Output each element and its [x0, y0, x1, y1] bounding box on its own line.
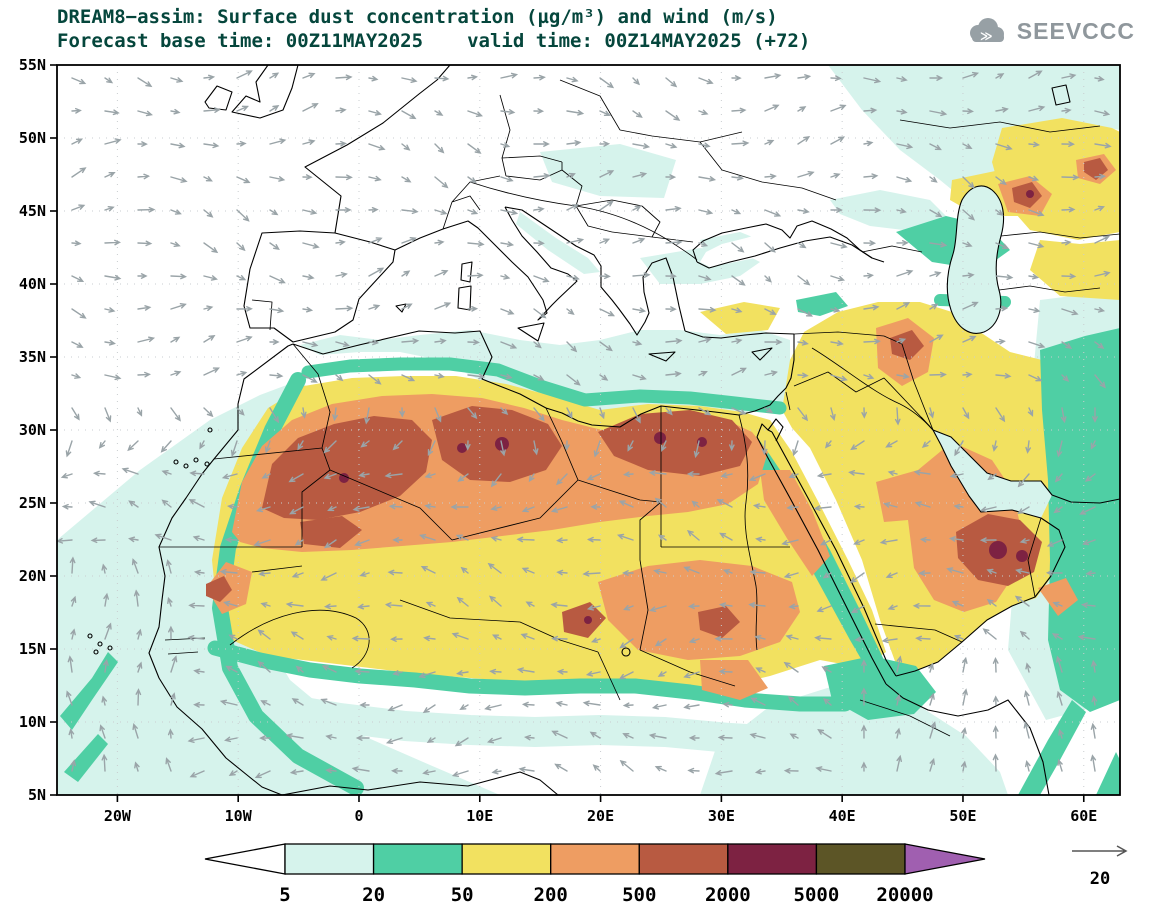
- svg-text:500: 500: [622, 884, 656, 906]
- svg-text:15N: 15N: [19, 640, 46, 658]
- svg-text:5: 5: [279, 884, 290, 906]
- svg-text:20W: 20W: [104, 807, 132, 825]
- forecast-base-time: 00Z11MAY2025: [285, 30, 424, 52]
- svg-text:40N: 40N: [19, 275, 46, 293]
- valid-time: 00Z14MAY2025: [604, 30, 742, 52]
- wind-reference: 20: [1072, 845, 1128, 889]
- svg-text:50: 50: [451, 884, 474, 906]
- svg-text:10N: 10N: [19, 713, 46, 731]
- country-borders: [159, 79, 1120, 737]
- wind-arrows: [57, 70, 1112, 779]
- coastlines: [87, 65, 1120, 795]
- logo-text: SEEVCCC: [1016, 17, 1135, 44]
- svg-text:20E: 20E: [587, 807, 614, 825]
- svg-text:20: 20: [1090, 869, 1110, 889]
- svg-text:0: 0: [354, 807, 363, 825]
- dust-band-2000-5000: [339, 190, 1034, 624]
- svg-text:10W: 10W: [225, 807, 253, 825]
- valid-time-label: valid time:: [467, 30, 593, 52]
- cloud-icon: ≫: [969, 18, 1004, 43]
- svg-text:20N: 20N: [19, 567, 46, 585]
- forecast-base-label: Forecast base time:: [57, 30, 275, 52]
- svg-text:60E: 60E: [1070, 807, 1097, 825]
- svg-text:40E: 40E: [829, 807, 856, 825]
- seas: [700, 185, 1052, 518]
- svg-text:25N: 25N: [19, 494, 46, 512]
- axis-labels: 20W 10W 0 10E 20E 30E 40E 50E 60E 5N 10N 15N 20N 25N 3…: [19, 56, 1097, 825]
- svg-text:55N: 55N: [19, 56, 46, 74]
- svg-text:45N: 45N: [19, 202, 46, 220]
- svg-text:5N: 5N: [28, 786, 46, 804]
- svg-text:50N: 50N: [19, 129, 46, 147]
- lead-time: (+72): [753, 30, 811, 52]
- svg-text:30E: 30E: [708, 807, 735, 825]
- svg-text:50E: 50E: [949, 807, 976, 825]
- svg-text:20: 20: [362, 884, 385, 906]
- svg-text:≫: ≫: [980, 29, 993, 43]
- svg-text:30N: 30N: [19, 421, 46, 439]
- colorbar-legend: 5 20 50 200 500 2000 5000 20000: [204, 843, 986, 906]
- svg-text:20000: 20000: [876, 884, 933, 906]
- chart-subtitle: Forecast base time: 00Z11MAY2025 valid ti…: [57, 30, 810, 52]
- axis-ticks: [50, 64, 1085, 802]
- svg-text:200: 200: [534, 884, 568, 906]
- dust-band-5-20-bands: [210, 680, 865, 757]
- chart-title: DREAM8−assim: Surface dust concentration…: [57, 6, 778, 28]
- svg-text:35N: 35N: [19, 348, 46, 366]
- svg-text:2000: 2000: [705, 884, 751, 906]
- svg-text:10E: 10E: [466, 807, 493, 825]
- svg-text:5000: 5000: [794, 884, 840, 906]
- seevccc-logo: ≫ SEEVCCC: [964, 16, 1135, 46]
